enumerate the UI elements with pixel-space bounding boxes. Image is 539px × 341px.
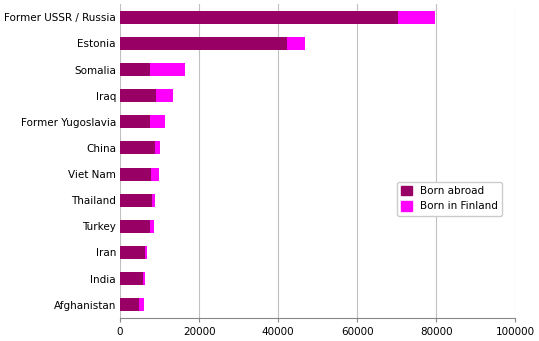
Bar [120,220,150,233]
Bar [150,220,154,233]
Bar [139,298,144,311]
Bar [143,272,145,285]
Bar [120,194,152,207]
Bar [120,246,144,259]
Bar [150,63,185,76]
Bar [156,89,173,102]
Bar [398,11,436,24]
Legend: Born abroad, Born in Finland: Born abroad, Born in Finland [397,182,502,216]
Bar [152,194,155,207]
Bar [151,167,159,181]
Bar [287,37,305,50]
Bar [120,167,151,181]
Bar [155,142,161,154]
Bar [150,115,165,128]
Bar [120,142,155,154]
Bar [120,115,150,128]
Bar [120,11,398,24]
Bar [120,298,139,311]
Bar [120,89,156,102]
Bar [120,37,287,50]
Bar [120,272,143,285]
Bar [144,246,147,259]
Bar [120,63,150,76]
